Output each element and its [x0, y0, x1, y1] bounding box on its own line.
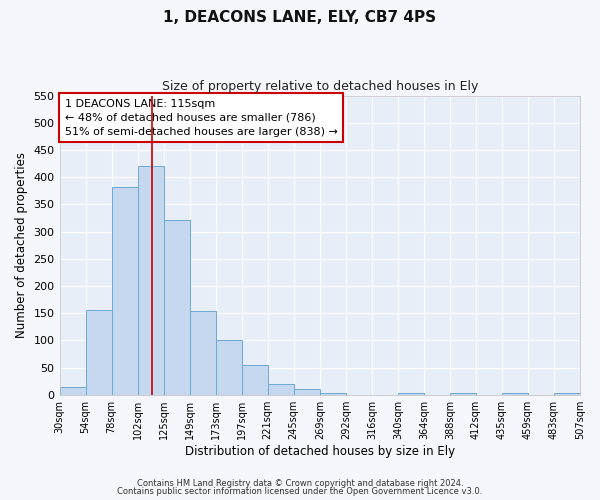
Text: 1 DEACONS LANE: 115sqm
← 48% of detached houses are smaller (786)
51% of semi-de: 1 DEACONS LANE: 115sqm ← 48% of detached…	[65, 98, 338, 136]
Bar	[137, 166, 164, 394]
Text: 1, DEACONS LANE, ELY, CB7 4PS: 1, DEACONS LANE, ELY, CB7 4PS	[163, 10, 437, 25]
Bar	[86, 310, 112, 394]
Text: Contains HM Land Registry data © Crown copyright and database right 2024.: Contains HM Land Registry data © Crown c…	[137, 478, 463, 488]
Bar	[320, 393, 346, 394]
X-axis label: Distribution of detached houses by size in Ely: Distribution of detached houses by size …	[185, 444, 455, 458]
Y-axis label: Number of detached properties: Number of detached properties	[15, 152, 28, 338]
Bar	[59, 386, 86, 394]
Title: Size of property relative to detached houses in Ely: Size of property relative to detached ho…	[161, 80, 478, 93]
Bar	[268, 384, 294, 394]
Bar	[398, 393, 424, 394]
Bar	[450, 393, 476, 394]
Bar	[190, 312, 215, 394]
Text: Contains public sector information licensed under the Open Government Licence v3: Contains public sector information licen…	[118, 488, 482, 496]
Bar	[215, 340, 242, 394]
Bar	[294, 390, 320, 394]
Bar	[164, 220, 190, 394]
Bar	[502, 393, 528, 394]
Bar	[242, 365, 268, 394]
Bar	[554, 393, 580, 394]
Bar	[112, 187, 137, 394]
